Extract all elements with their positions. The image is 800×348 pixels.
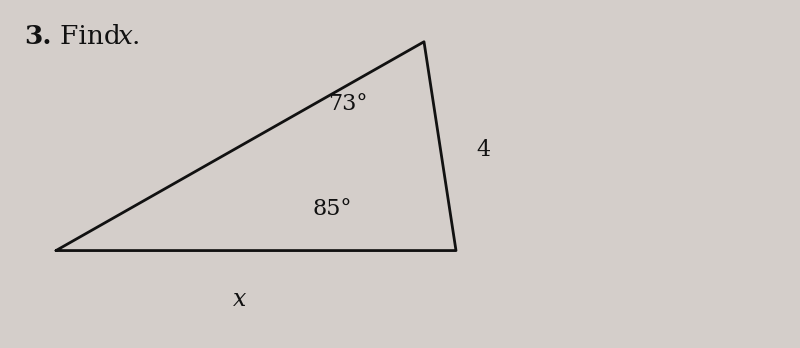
- Text: 3.: 3.: [24, 24, 51, 49]
- Text: 73°: 73°: [329, 93, 368, 116]
- Text: x: x: [234, 288, 246, 311]
- Text: Find: Find: [60, 24, 129, 49]
- Text: .: .: [132, 24, 140, 49]
- Text: x: x: [118, 24, 133, 49]
- Text: 4: 4: [476, 139, 490, 161]
- Text: 85°: 85°: [313, 198, 352, 220]
